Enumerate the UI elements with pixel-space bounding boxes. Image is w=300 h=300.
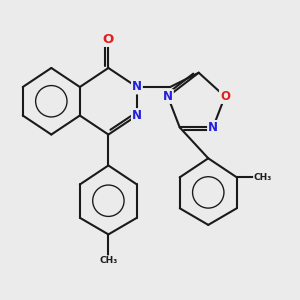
- Text: N: N: [132, 109, 142, 122]
- Text: N: N: [132, 80, 142, 94]
- Text: CH₃: CH₃: [99, 256, 118, 265]
- Text: O: O: [103, 33, 114, 46]
- Text: N: N: [163, 90, 173, 103]
- Text: CH₃: CH₃: [254, 173, 272, 182]
- Text: N: N: [208, 121, 218, 134]
- Text: O: O: [220, 90, 230, 103]
